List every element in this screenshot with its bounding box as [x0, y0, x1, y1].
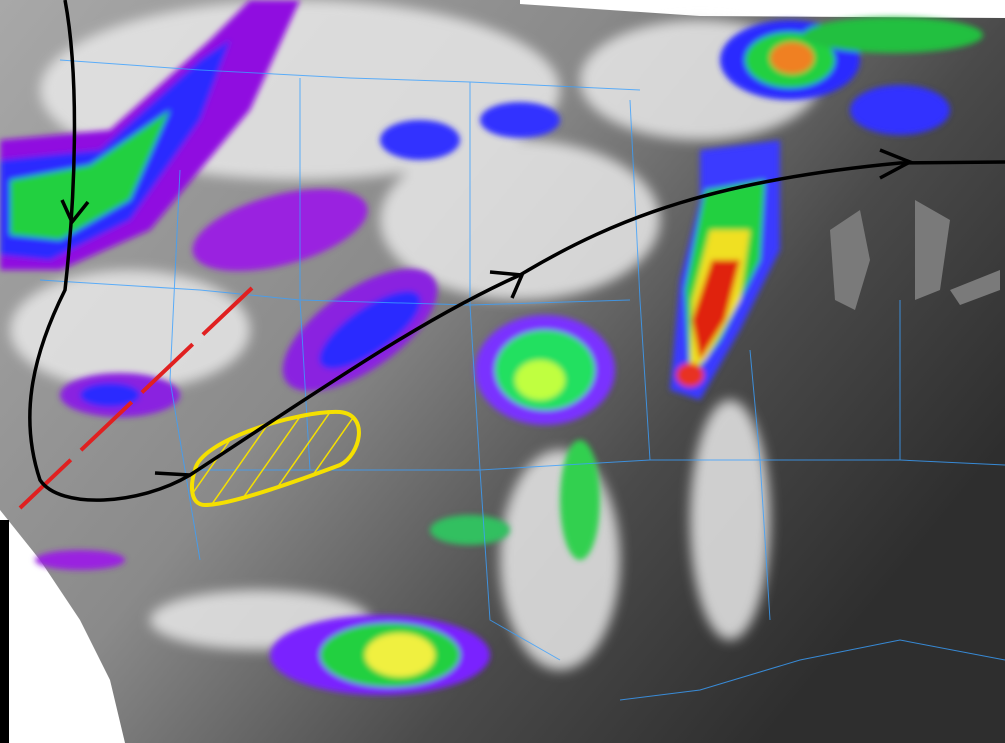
- great-lakes: [830, 200, 1000, 310]
- no-data-top: [520, 0, 1005, 18]
- trough-dashed-line: [18, 286, 254, 510]
- no-data-left: [0, 510, 125, 743]
- state-borders: [39, 59, 1005, 701]
- arrowhead-icons: [60, 148, 915, 477]
- black-edge: [0, 520, 9, 743]
- white-clouds: [10, 0, 820, 670]
- cold-cloud-tops: [0, 0, 983, 695]
- jet-stream-arrow: [28, 0, 1005, 502]
